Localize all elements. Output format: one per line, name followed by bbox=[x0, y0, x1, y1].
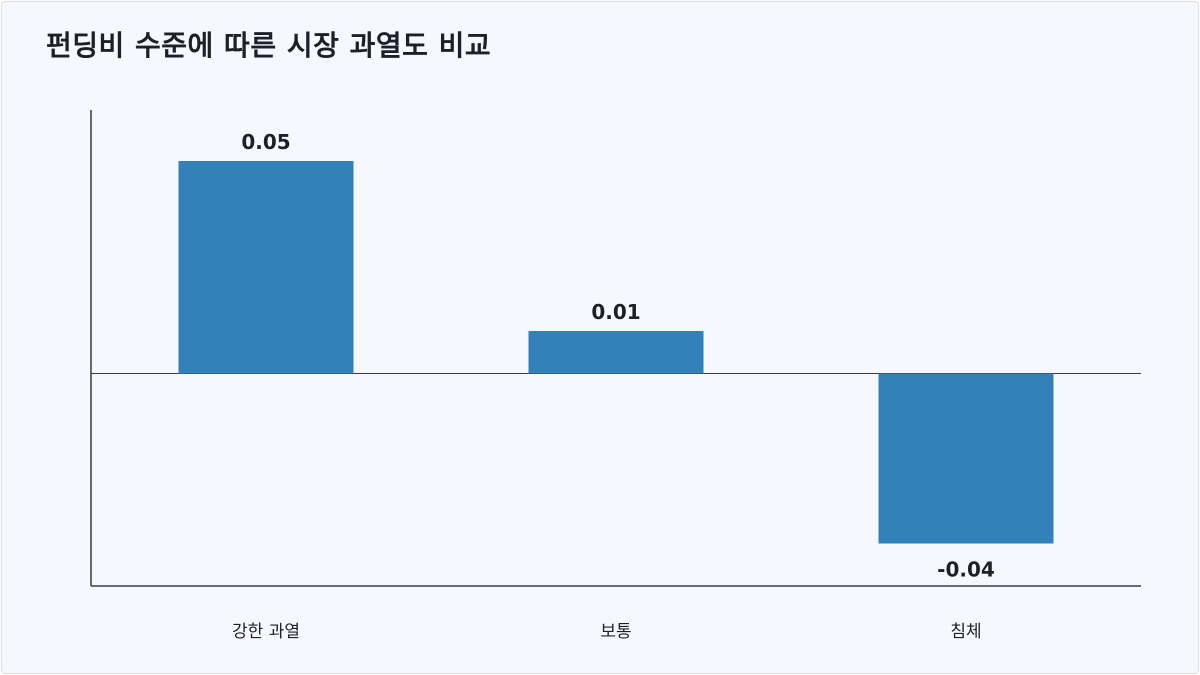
category-label-0: 강한 과열 bbox=[232, 622, 300, 642]
value-label-2: -0.04 bbox=[937, 558, 995, 582]
chart-title: 펀딩비 수준에 따른 시장 과열도 비교 bbox=[46, 29, 492, 62]
bar-0 bbox=[178, 161, 354, 374]
bar-2 bbox=[878, 373, 1054, 544]
value-label-0: 0.05 bbox=[241, 130, 290, 154]
labels-group: 0.05 강한 과열 0.01 보통 -0.04 침체 bbox=[232, 130, 995, 642]
bars-group bbox=[178, 161, 1054, 544]
category-label-2: 침체 bbox=[950, 622, 981, 642]
category-label-1: 보통 bbox=[600, 622, 631, 642]
bar-1 bbox=[528, 331, 704, 374]
value-label-1: 0.01 bbox=[591, 300, 640, 324]
